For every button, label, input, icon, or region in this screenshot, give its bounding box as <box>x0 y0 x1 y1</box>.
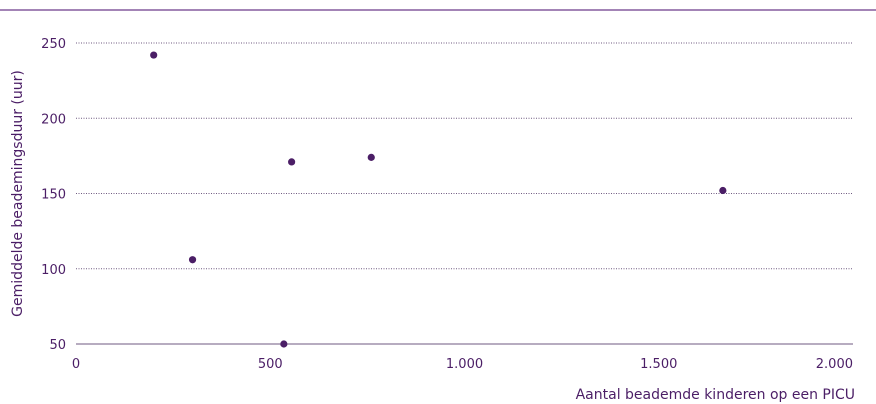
data-point <box>188 256 197 264</box>
x-tick-label: 0 <box>72 357 80 372</box>
x-tick-label: 500 <box>258 357 283 372</box>
x-axis-title: Aantal beademde kinderen op een PICU <box>576 387 855 403</box>
y-tick-label: 250 <box>41 37 66 52</box>
y-axis-title: Gemiddelde beademingsduur (uur) <box>10 70 26 317</box>
y-tick-label: 150 <box>41 188 66 203</box>
x-tick-label: 1.000 <box>446 357 483 372</box>
y-tick-label: 200 <box>41 112 66 127</box>
data-point <box>280 340 288 348</box>
grid-lines <box>76 42 853 270</box>
tick-labels: 50 100 150 200 250 0 500 1.000 1.500 2.000 <box>41 37 853 372</box>
data-point <box>150 51 158 59</box>
y-tick-label: 50 <box>49 338 66 353</box>
data-point <box>719 186 727 195</box>
y-tick-label: 100 <box>41 263 66 278</box>
data-point <box>288 158 296 166</box>
x-tick-label: 2.000 <box>816 357 853 372</box>
data-point <box>367 153 375 161</box>
data-points <box>150 51 727 348</box>
x-tick-label: 1.500 <box>640 357 677 372</box>
